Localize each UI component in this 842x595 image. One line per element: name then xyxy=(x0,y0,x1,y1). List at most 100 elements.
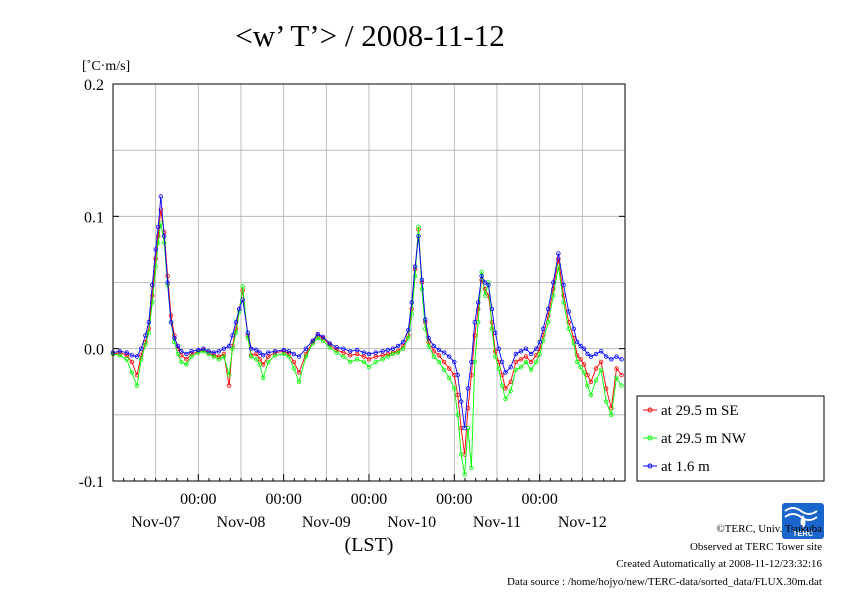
data-point xyxy=(272,349,278,354)
data-point xyxy=(153,247,158,252)
data-point xyxy=(206,351,211,357)
credits: ©TERC, Univ. Tsukuba Observed at TERC To… xyxy=(507,521,822,591)
data-point xyxy=(508,388,513,394)
data-point xyxy=(566,326,571,331)
data-point xyxy=(266,350,271,355)
data-point xyxy=(124,350,129,355)
data-point xyxy=(447,375,452,380)
data-point xyxy=(489,306,495,312)
data-point xyxy=(523,359,529,365)
data-point xyxy=(578,343,583,349)
data-point xyxy=(138,357,144,362)
data-point xyxy=(546,320,551,325)
data-point xyxy=(503,396,508,402)
series-line xyxy=(112,196,622,429)
data-point xyxy=(614,366,619,371)
data-point xyxy=(419,277,425,283)
data-point xyxy=(161,233,167,239)
data-point xyxy=(150,282,155,288)
data-point xyxy=(281,351,286,357)
data-point xyxy=(412,264,418,269)
data-point xyxy=(593,351,599,357)
data-point xyxy=(158,207,163,212)
data-point xyxy=(165,280,170,285)
data-point xyxy=(551,293,556,298)
data-point xyxy=(581,346,587,351)
data-point xyxy=(588,392,594,398)
data-point xyxy=(230,333,235,338)
data-point xyxy=(604,399,609,404)
data-point xyxy=(341,354,346,359)
data-point xyxy=(134,354,140,359)
data-point xyxy=(206,349,211,354)
data-point xyxy=(400,346,406,351)
x-tick-date-label: Nov-07 xyxy=(131,514,180,531)
data-point xyxy=(441,350,447,355)
data-point xyxy=(373,359,378,365)
grid xyxy=(113,83,625,482)
data-point xyxy=(459,399,464,404)
data-point xyxy=(556,251,561,256)
data-point xyxy=(585,372,590,378)
data-point xyxy=(248,354,254,359)
legend-marker xyxy=(647,463,653,469)
series-2 xyxy=(110,220,624,477)
data-point xyxy=(201,349,206,354)
chart-title: <w’ T’> / 2008-11-12 xyxy=(235,18,504,53)
x-tick-date-label: Nov-09 xyxy=(302,514,351,531)
data-point xyxy=(179,359,184,365)
data-point xyxy=(496,366,501,371)
data-point xyxy=(598,367,604,372)
data-point xyxy=(528,367,534,372)
data-point xyxy=(575,339,580,345)
data-point xyxy=(354,351,360,357)
x-tick-time-label: 00:00 xyxy=(180,491,216,508)
terc-logo: TERC xyxy=(782,503,824,539)
data-point xyxy=(534,346,539,351)
data-point xyxy=(281,349,286,354)
data-point xyxy=(441,367,447,372)
data-point xyxy=(373,350,378,355)
data-point xyxy=(303,354,309,359)
data-point xyxy=(385,354,390,359)
y-tick-label: -0.1 xyxy=(79,474,104,491)
data-point xyxy=(436,347,442,353)
data-point xyxy=(619,383,624,388)
data-point xyxy=(240,297,245,302)
observed-text: Observed at TERC Tower site xyxy=(689,540,822,553)
data-point xyxy=(196,350,201,355)
data-point xyxy=(619,372,624,378)
data-point xyxy=(334,347,339,353)
data-point xyxy=(426,343,431,349)
x-tick-time-label: 00:00 xyxy=(521,491,557,508)
series-1 xyxy=(110,207,624,457)
data-point xyxy=(168,320,174,325)
data-point xyxy=(254,357,259,362)
data-point xyxy=(482,293,488,298)
data-point xyxy=(257,350,262,355)
data-point xyxy=(266,359,271,365)
data-point xyxy=(286,354,291,359)
data-point xyxy=(291,366,297,371)
data-point xyxy=(196,347,201,353)
data-point xyxy=(175,351,181,357)
data-point xyxy=(226,343,232,349)
data-point xyxy=(436,353,442,358)
data-point xyxy=(216,354,221,359)
data-point xyxy=(455,392,460,398)
data-point xyxy=(254,347,259,353)
data-point xyxy=(175,343,181,349)
data-point xyxy=(354,347,360,353)
created-text: Created Automatically at 2008-11-12/23:3… xyxy=(616,558,822,570)
data-point xyxy=(614,375,619,380)
data-point xyxy=(124,357,129,362)
series-line xyxy=(112,222,622,475)
data-point xyxy=(272,350,278,355)
data-point xyxy=(303,346,309,351)
data-point xyxy=(373,354,378,359)
data-point xyxy=(400,339,406,345)
data-point xyxy=(423,317,428,322)
data-point xyxy=(216,349,221,354)
data-point xyxy=(452,359,457,365)
data-point xyxy=(226,372,232,378)
